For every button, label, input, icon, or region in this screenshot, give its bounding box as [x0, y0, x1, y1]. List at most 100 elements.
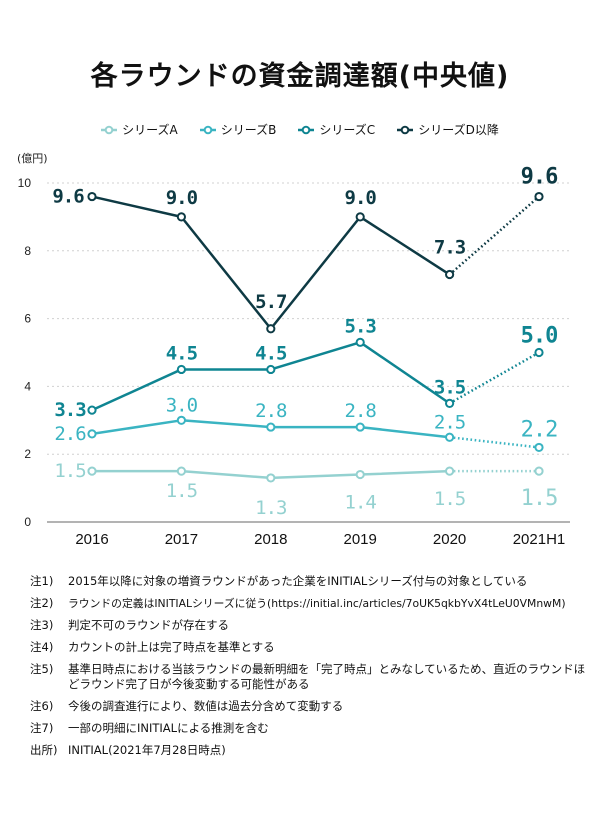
footnote-key: 注5) — [30, 662, 54, 676]
data-point — [445, 398, 455, 408]
y-axis-label: (億円) — [17, 152, 48, 165]
data-label: 2.6 — [54, 423, 86, 445]
legend-item-series-d: シリーズD以降 — [397, 121, 499, 138]
x-tick-label: 2020 — [433, 531, 466, 548]
legend-label: シリーズD以降 — [418, 123, 499, 137]
data-label: 1.5 — [54, 460, 85, 482]
data-label: 5.7 — [255, 291, 287, 313]
y-tick-label: 8 — [24, 244, 31, 258]
data-point — [355, 212, 365, 222]
footnote-key: 注3) — [30, 618, 54, 632]
data-label: 1.5 — [434, 488, 465, 510]
x-tick-label: 2021H1 — [513, 531, 566, 548]
data-point — [176, 466, 186, 476]
y-tick-label: 2 — [24, 447, 31, 461]
footnote-text: 今後の調査進行により、数値は過去分含めて変動する — [68, 699, 344, 713]
legend-marker-icon — [397, 125, 414, 134]
legend-label: シリーズA — [122, 123, 178, 137]
data-label: 9.6 — [521, 165, 558, 190]
series-line-forecast — [448, 195, 540, 276]
footnote-text: 基準日時点における当該ラウンドの最新明細を「完了時点」とみなしているため、直近の… — [68, 662, 586, 691]
series-line-forecast — [448, 351, 540, 405]
footnote-text: 一部の明細にINITIALによる推測を含む — [68, 721, 269, 735]
data-label: 1.5 — [521, 486, 558, 511]
data-label: 3.5 — [434, 376, 466, 398]
data-point — [87, 191, 97, 202]
data-label: 2.5 — [434, 411, 465, 433]
x-tick-label: 2019 — [344, 531, 377, 548]
data-point — [445, 432, 455, 442]
x-tick-label: 2016 — [75, 531, 108, 548]
line-chart: (億円) 0 2 4 6 8 10 2016 2017 2018 2019 2020 2021H1 1.5… — [17, 152, 570, 548]
footnote: 出所) INITIAL(2021年7月28日時点) — [30, 743, 595, 758]
footnote: 注5) 基準日時点における当該ラウンドの最新明細を「完了時点」とみなしているため、… — [30, 662, 595, 692]
footnotes: 注1) 2015年以降に対象の増資ラウンドがあった企業をINITIALシリーズ付与… — [30, 574, 595, 765]
footnote-key: 注7) — [30, 721, 54, 735]
data-point — [87, 466, 97, 476]
footnote-key: 注1) — [30, 574, 54, 588]
data-point — [534, 442, 544, 453]
legend-marker-icon — [199, 125, 216, 134]
data-label: 5.3 — [345, 315, 377, 337]
y-tick-label: 0 — [24, 515, 31, 529]
legend-item-series-c: シリーズC — [298, 121, 375, 138]
data-point — [355, 337, 365, 347]
data-point — [176, 364, 186, 375]
footnote-key: 注6) — [30, 699, 54, 713]
data-label: 9.0 — [166, 187, 198, 209]
footnote-text: カウントの計上は完了時点を基準とする — [68, 640, 275, 654]
data-point — [266, 364, 276, 375]
legend-label: シリーズC — [319, 123, 376, 137]
footnote: 注1) 2015年以降に対象の増資ラウンドがあった企業をINITIALシリーズ付与… — [30, 574, 595, 589]
data-point — [445, 269, 455, 280]
footnote-text: 判定不可のラウンドが存在する — [68, 618, 229, 632]
data-point — [266, 324, 276, 334]
legend-item-series-b: シリーズB — [199, 121, 277, 138]
data-label: 3.3 — [54, 399, 86, 421]
data-point — [176, 415, 186, 425]
data-point — [87, 429, 97, 439]
data-label: 2.8 — [345, 400, 377, 422]
data-point — [534, 466, 544, 476]
footnote-key: 注2) — [30, 596, 54, 610]
data-point — [176, 212, 186, 222]
data-point — [87, 405, 97, 415]
data-point — [534, 347, 544, 358]
y-tick-label: 4 — [24, 379, 31, 393]
footnote: 注6) 今後の調査進行により、数値は過去分含めて変動する — [30, 699, 595, 714]
data-point — [445, 466, 455, 476]
data-point — [355, 422, 365, 432]
data-point — [355, 469, 365, 480]
footnote-text: 2015年以降に対象の増資ラウンドがあった企業をINITIALシリーズ付与の対象… — [68, 574, 528, 588]
data-label: 4.5 — [255, 342, 287, 364]
footnote-key: 出所) — [30, 743, 58, 757]
data-label: 7.3 — [434, 237, 466, 259]
footnote: 注2) ラウンドの定義はINITIALシリーズに従う(https://initia… — [30, 596, 595, 611]
y-tick-label: 6 — [24, 312, 31, 326]
legend-item-series-a: シリーズA — [101, 121, 178, 138]
legend-marker-icon — [101, 125, 118, 134]
legend: シリーズA シリーズB シリーズC シリーズD以降 — [0, 121, 600, 138]
legend-label: シリーズB — [220, 123, 277, 137]
data-label: 4.5 — [166, 342, 198, 364]
data-label: 2.8 — [255, 400, 287, 422]
footnote-text: INITIAL(2021年7月28日時点) — [68, 743, 226, 757]
y-tick-label: 10 — [18, 176, 32, 190]
x-tick-label: 2018 — [254, 531, 287, 548]
data-label: 1.3 — [255, 497, 287, 519]
data-label: 1.5 — [166, 480, 197, 502]
data-point — [534, 191, 544, 202]
footnote: 注7) 一部の明細にINITIALによる推測を含む — [30, 721, 595, 736]
legend-marker-icon — [298, 125, 315, 134]
footnote: 注3) 判定不可のラウンドが存在する — [30, 618, 595, 633]
x-tick-label: 2017 — [165, 531, 198, 548]
data-label: 5.0 — [521, 324, 558, 349]
data-label: 9.6 — [52, 186, 84, 208]
data-point — [266, 473, 276, 483]
data-label: 1.4 — [345, 492, 377, 514]
footnote: 注4) カウントの計上は完了時点を基準とする — [30, 640, 595, 655]
data-label: 2.2 — [521, 417, 558, 442]
chart-title: 各ラウンドの資金調達額(中央値) — [90, 61, 510, 92]
data-label: 9.0 — [345, 187, 377, 209]
data-label: 3.0 — [166, 394, 198, 416]
